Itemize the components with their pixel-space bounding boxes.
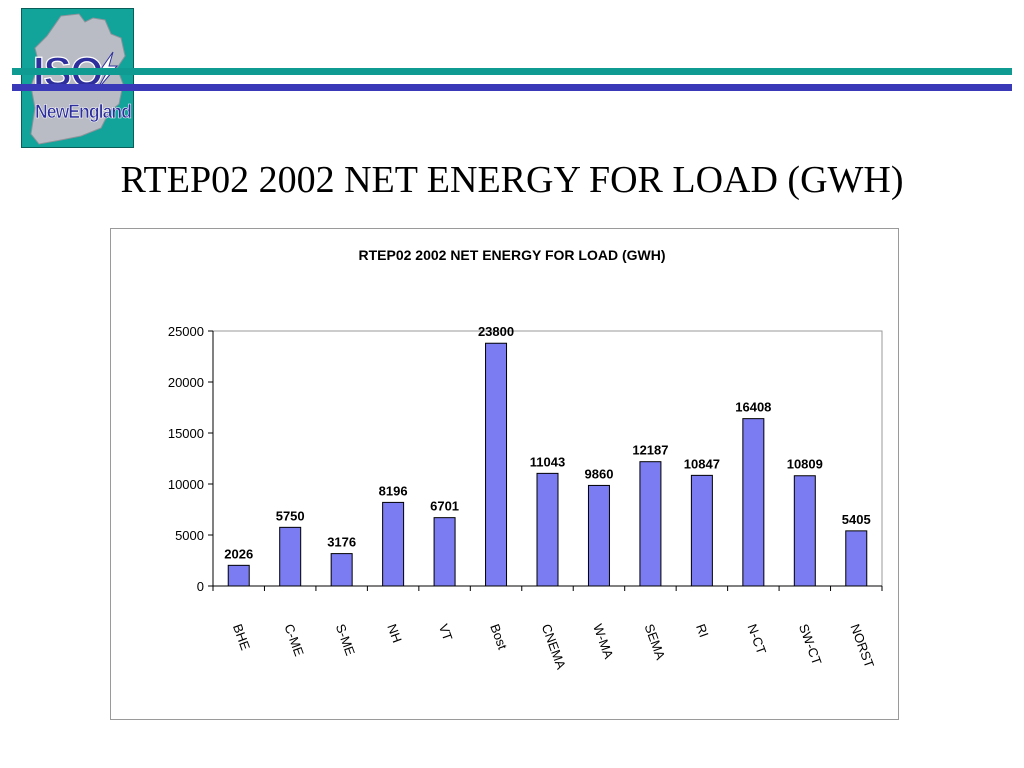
y-tick-label: 5000 [175, 528, 204, 543]
data-label: 10847 [684, 456, 720, 471]
y-tick-label: 25000 [168, 324, 204, 339]
data-label: 8196 [379, 483, 408, 498]
bar [227, 564, 250, 587]
x-tick-label: VT [436, 622, 456, 643]
y-tick-label: 0 [197, 579, 204, 594]
bar-chart: RTEP02 2002 NET ENERGY FOR LOAD (GWH) 0 5… [168, 247, 883, 672]
bar [485, 342, 508, 587]
data-label: 2026 [224, 546, 253, 561]
data-label: 12187 [632, 443, 668, 458]
data-label: 16408 [735, 400, 771, 415]
bar [742, 418, 765, 587]
logo-text-new-england: NewEngland [35, 102, 131, 123]
bar [330, 553, 353, 587]
data-label: 10809 [787, 457, 823, 472]
bar [793, 475, 816, 587]
data-label: 11043 [530, 454, 565, 469]
logo-map-shape [30, 13, 126, 145]
x-tick-label: SW-CT [796, 622, 825, 667]
data-label: 3176 [327, 535, 356, 550]
bar [279, 526, 302, 587]
x-tick-label: W-MA [590, 622, 616, 661]
plot-area: 0 5000 10000 15000 20000 25000 2026 BHE 5750 C-ME… [168, 324, 883, 672]
bar [587, 484, 610, 587]
data-label: 9860 [585, 466, 614, 481]
bar [639, 461, 662, 587]
data-label: 5405 [842, 512, 871, 527]
bar [382, 501, 405, 587]
header-stripe-teal [12, 68, 1012, 75]
x-tick-label: RI [693, 622, 712, 639]
x-tick-label: S-ME [333, 622, 358, 658]
y-tick-label: 20000 [168, 375, 204, 390]
chart-title: RTEP02 2002 NET ENERGY FOR LOAD (GWH) [358, 247, 665, 263]
x-tick-label: SEMA [642, 622, 669, 662]
bar [536, 472, 559, 587]
data-label: 23800 [478, 324, 514, 339]
data-label: 6701 [430, 499, 459, 514]
data-label: 5750 [276, 508, 305, 523]
x-tick-label: NORST [847, 622, 877, 670]
x-tick-label: BHE [230, 622, 253, 653]
slide-title: RTEP02 2002 NET ENERGY FOR LOAD (GWH) [120, 159, 904, 201]
header-stripe-blue [12, 84, 1012, 91]
bar [690, 474, 713, 587]
y-tick-label: 10000 [168, 477, 204, 492]
x-tick-label: N-CT [745, 622, 770, 656]
x-tick-label: CNEMA [539, 622, 569, 672]
x-tick-label: NH [384, 622, 405, 645]
bar [433, 517, 456, 587]
x-tick-label: C-ME [281, 622, 307, 659]
bar [845, 530, 868, 587]
y-tick-label: 15000 [168, 426, 204, 441]
iso-new-england-logo: ISO NewEngland [21, 8, 134, 148]
x-tick-label: Bost [487, 622, 510, 652]
